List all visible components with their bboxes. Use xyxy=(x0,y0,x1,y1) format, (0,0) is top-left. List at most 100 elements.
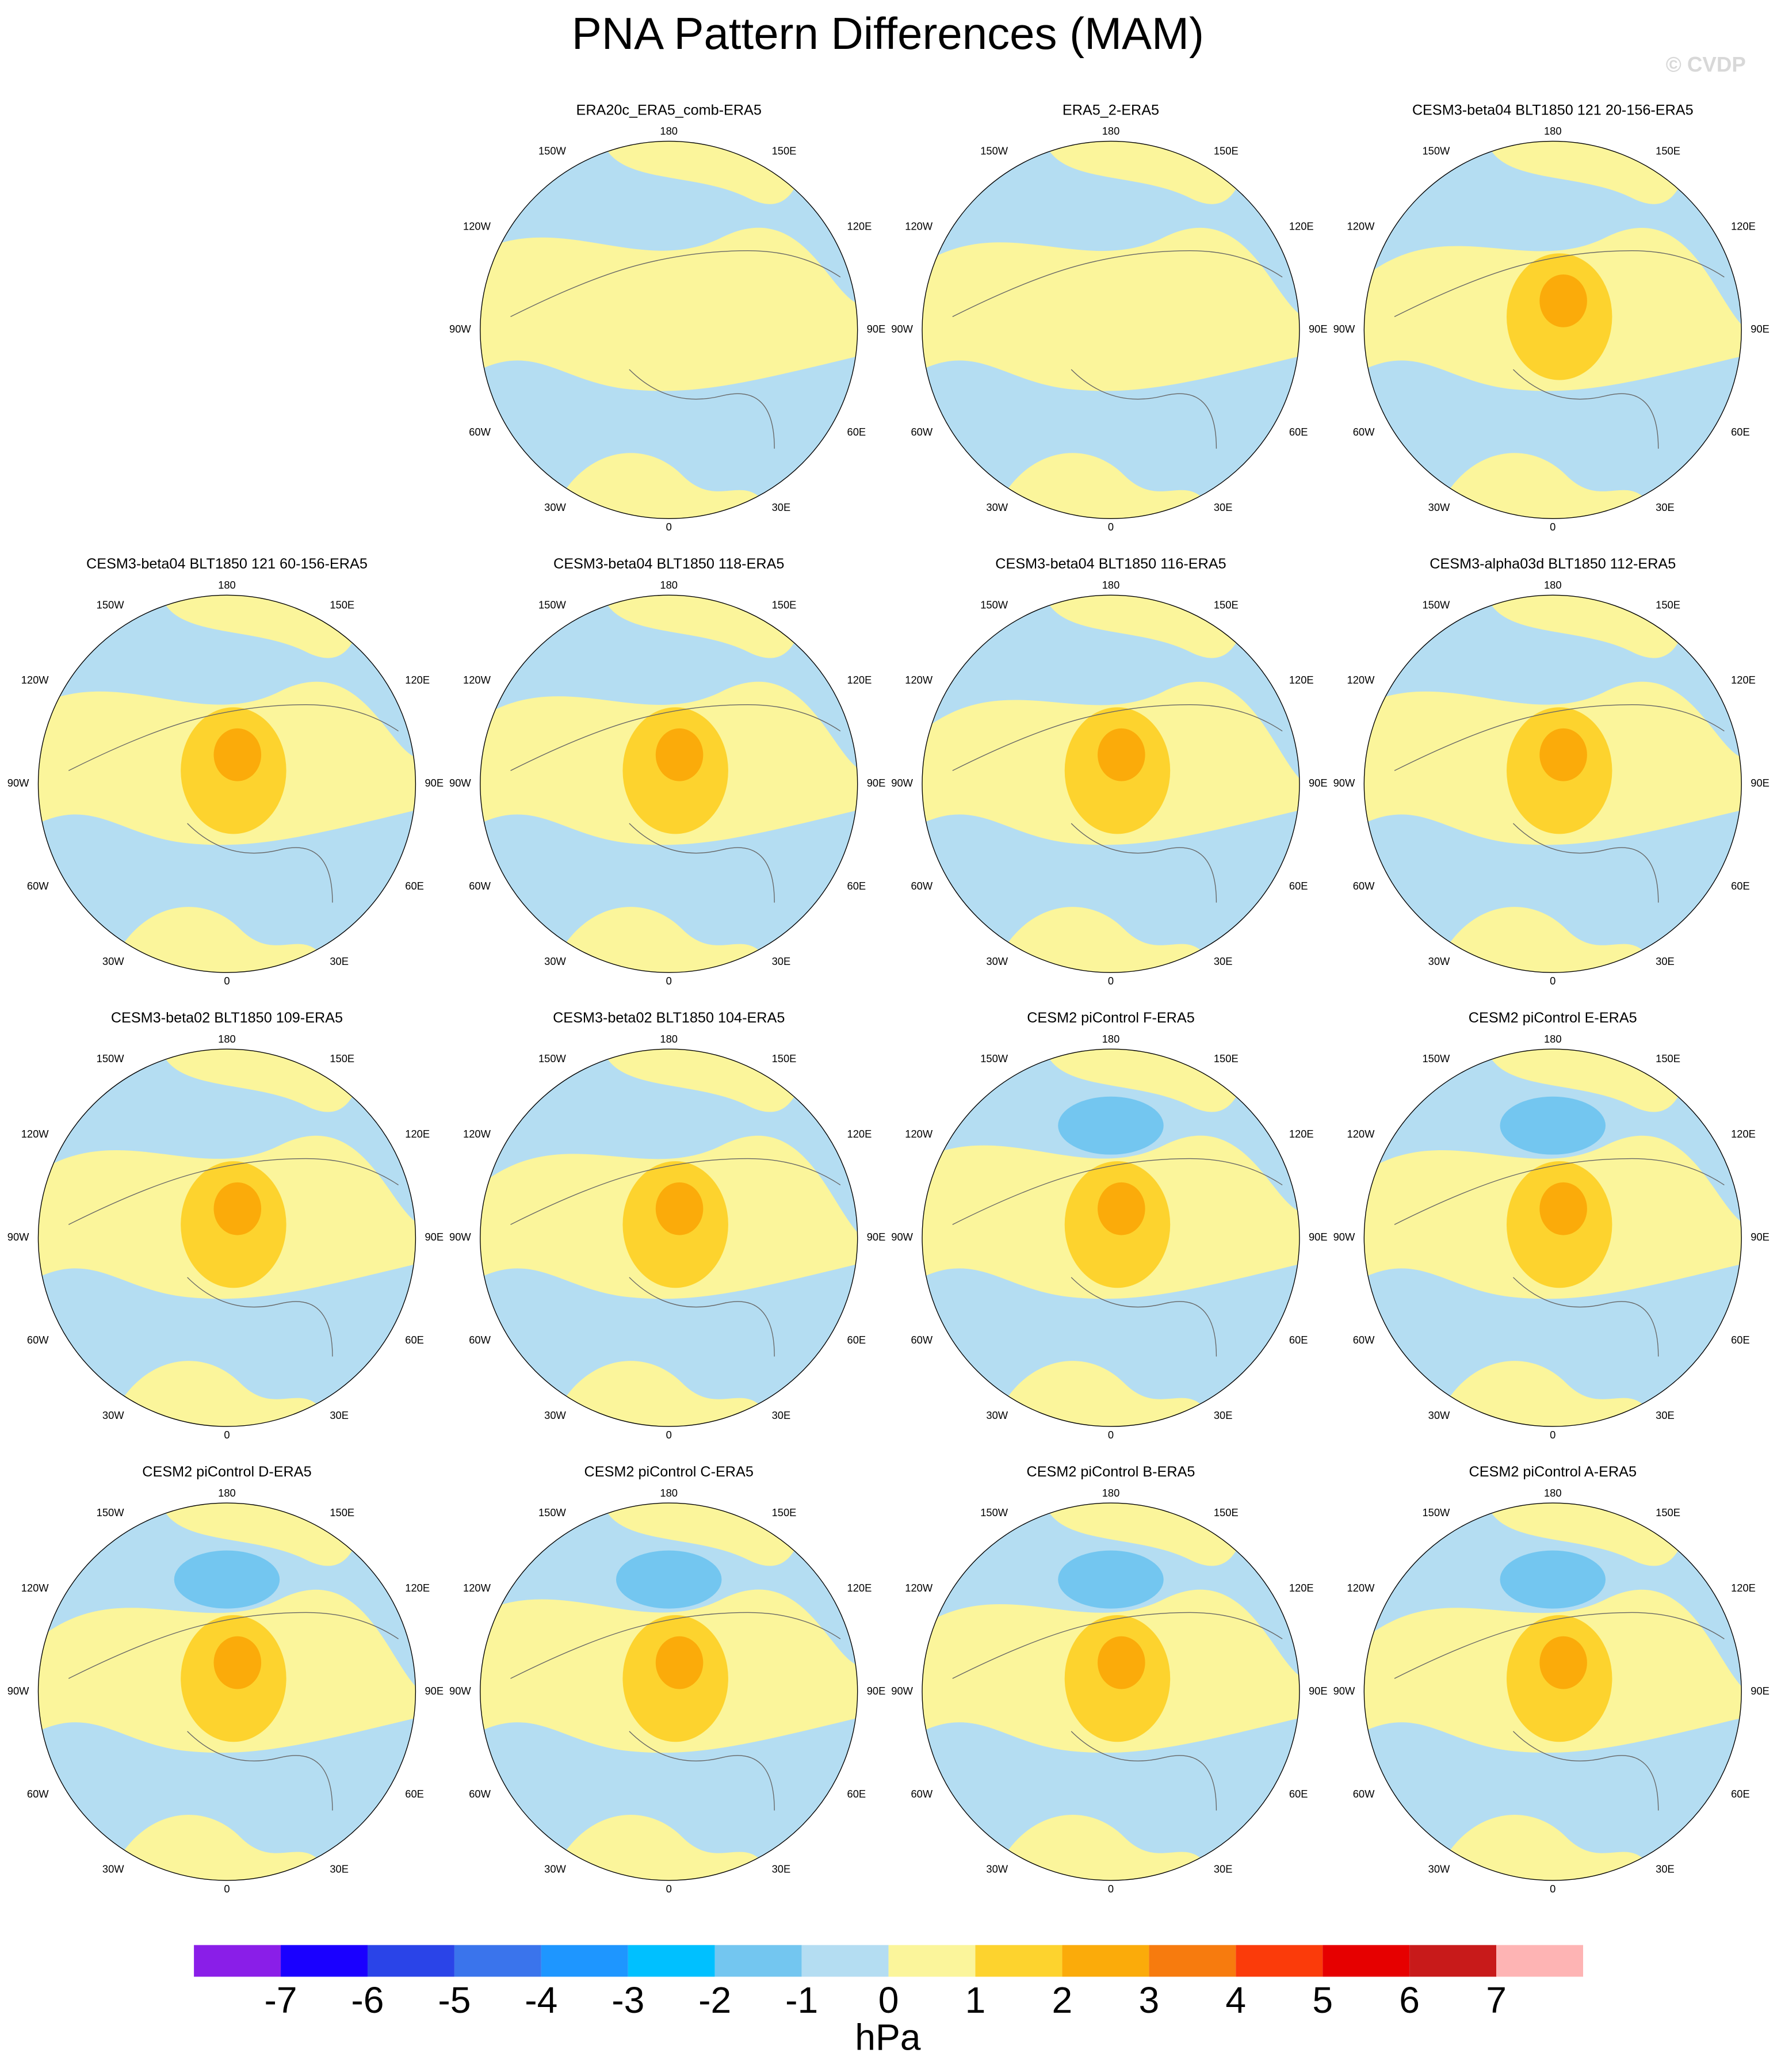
lon-label: 60W xyxy=(911,880,932,892)
colorbar-tick-label: 3 xyxy=(1138,1979,1159,2021)
lon-label: 60W xyxy=(469,426,491,438)
colorbar-box xyxy=(1496,1945,1583,1977)
colorbar-tick-label: -5 xyxy=(438,1979,471,2021)
lon-label: 0 xyxy=(1108,975,1114,987)
lon-label: 120W xyxy=(1347,1582,1375,1594)
lon-label: 90W xyxy=(1333,1231,1355,1243)
colorbar-tick-label: -1 xyxy=(785,1979,818,2021)
lon-label: 0 xyxy=(1550,1883,1555,1895)
field-positive-3 xyxy=(1098,728,1145,781)
lon-label: 180 xyxy=(1102,1033,1120,1045)
lon-label: 90W xyxy=(449,1685,471,1697)
lon-label: 60E xyxy=(405,880,424,892)
lon-label: 120W xyxy=(905,220,933,232)
lon-label: 60E xyxy=(405,1334,424,1346)
lon-label: 180 xyxy=(1544,125,1562,137)
colorbar-tick-label: -4 xyxy=(525,1979,557,2021)
lon-label: 120W xyxy=(463,674,491,686)
lon-label: 60E xyxy=(1731,426,1750,438)
map-border xyxy=(922,594,1300,973)
lon-label: 60E xyxy=(1289,426,1308,438)
panel-title: CESM2 piControl B-ERA5 xyxy=(1027,1464,1195,1480)
lon-label: 180 xyxy=(1544,1033,1562,1045)
field-positive xyxy=(1434,1814,1658,1881)
colorbar-box xyxy=(367,1945,454,1977)
lon-label: 150W xyxy=(1422,598,1450,610)
coastline xyxy=(1394,1612,1725,1811)
lon-label: 120E xyxy=(1731,674,1756,686)
lon-label: 120W xyxy=(1347,1128,1375,1140)
map-panel: CESM2 piControl F-ERA5 180 150E 120E 90E 60E 3… xyxy=(891,1010,1327,1441)
field-positive-3 xyxy=(1539,1182,1587,1235)
map-panel: ERA20c_ERA5_comb-ERA5 180 150E 120E 90E 60E 30… xyxy=(449,102,885,533)
map-field xyxy=(922,1049,1300,1427)
field-positive-3 xyxy=(1098,1636,1145,1689)
lon-label: 150W xyxy=(1422,1052,1450,1064)
lon-label: 60W xyxy=(469,1334,491,1346)
lon-label: 60E xyxy=(847,880,866,892)
field-positive-3 xyxy=(655,1636,704,1689)
panel-title: CESM3-alpha03d BLT1850 112-ERA5 xyxy=(1430,556,1676,572)
panel-title: CESM3-beta04 BLT1850 118-ERA5 xyxy=(553,556,784,572)
colorbar-box xyxy=(714,1945,802,1977)
coastline xyxy=(510,704,841,903)
lon-label: 30W xyxy=(1428,1409,1450,1421)
lon-label: 120E xyxy=(847,1128,872,1140)
lon-label: 30W xyxy=(102,1863,124,1875)
lon-label: 90E xyxy=(1751,777,1769,789)
field-positive xyxy=(992,1814,1217,1881)
lon-label: 30W xyxy=(986,1863,1008,1875)
map-panel: CESM2 piControl A-ERA5 180 150E 120E 90E 60E 3… xyxy=(1333,1464,1769,1895)
lon-label: 150W xyxy=(538,1506,567,1518)
colorbar-box xyxy=(801,1945,889,1977)
lon-label: 30E xyxy=(1656,1409,1675,1421)
map-field xyxy=(1364,141,1742,519)
lon-label: 0 xyxy=(666,1429,672,1441)
colorbar-tick-label: -3 xyxy=(611,1979,644,2021)
lon-label: 30E xyxy=(772,1409,791,1421)
field-positive xyxy=(992,453,1217,519)
coastline xyxy=(510,1612,841,1811)
map-border xyxy=(480,140,858,519)
lon-label: 0 xyxy=(1550,975,1555,987)
field-positive xyxy=(992,1361,1217,1427)
colorbar-label: hPa xyxy=(855,2016,921,2058)
colorbar-box xyxy=(975,1945,1063,1977)
field-negative xyxy=(1500,1550,1606,1609)
lon-label: 60W xyxy=(469,1788,491,1800)
coastline xyxy=(952,704,1283,903)
map-border xyxy=(1363,1048,1742,1427)
panel-title: ERA20c_ERA5_comb-ERA5 xyxy=(576,102,762,118)
lon-label: 150W xyxy=(538,598,567,610)
lon-label: 120E xyxy=(1731,1128,1756,1140)
lon-label: 90E xyxy=(1309,777,1328,789)
colorbar-tick-label: -7 xyxy=(265,1979,297,2021)
colorbar-tick-label: 4 xyxy=(1225,1979,1246,2021)
lon-label: 30W xyxy=(1428,501,1450,513)
field-positive xyxy=(1434,453,1658,519)
lon-label: 30W xyxy=(102,955,124,967)
map-border xyxy=(922,140,1300,519)
lon-label: 150E xyxy=(1214,144,1239,157)
lon-label: 60E xyxy=(1731,1788,1750,1800)
lon-label: 30W xyxy=(102,1409,124,1421)
lon-label: 60E xyxy=(1731,1334,1750,1346)
lon-label: 30W xyxy=(544,955,566,967)
map-panel: CESM3-beta02 BLT1850 109-ERA5 180 150E 120E… xyxy=(7,1010,444,1441)
lon-label: 30W xyxy=(544,1863,566,1875)
map-panel: ERA5_2-ERA5 180 150E 120E 90E 60E 30E 0 30W 60W 90… xyxy=(891,102,1327,533)
colorbar-box xyxy=(454,1945,541,1977)
lon-label: 90E xyxy=(1751,1231,1769,1243)
figure-title: PNA Pattern Differences (MAM) xyxy=(572,8,1204,59)
field-positive xyxy=(550,1361,775,1427)
field-negative xyxy=(1500,1096,1606,1155)
lon-label: 120E xyxy=(1289,1128,1314,1140)
map-border xyxy=(1363,140,1742,519)
field-positive-3 xyxy=(213,728,262,781)
lon-label: 180 xyxy=(218,579,236,591)
colorbar-box xyxy=(1149,1945,1236,1977)
lon-label: 90E xyxy=(1751,1685,1769,1697)
lon-label: 150W xyxy=(97,598,125,610)
field-positive-3 xyxy=(1539,274,1587,327)
